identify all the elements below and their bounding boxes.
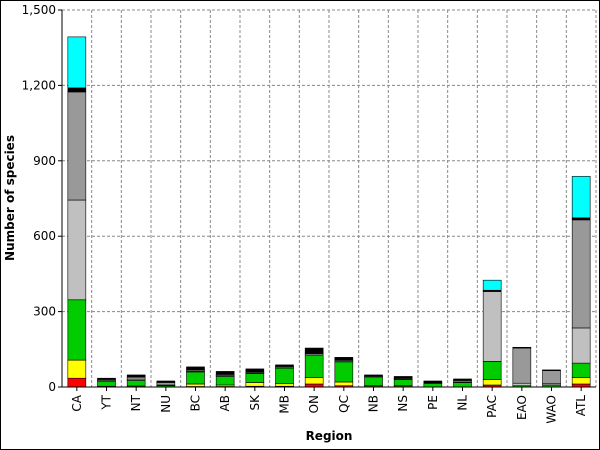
x-tick-label: NT [129,394,143,411]
bar-segment [512,382,532,387]
bar-segment [304,347,324,354]
bar-segment [364,376,383,387]
bar-segment [571,377,591,385]
x-tick-label: NL [456,395,470,411]
bar-segment [67,36,87,89]
y-tick-label: 600 [33,229,56,243]
bar-segment [245,373,265,383]
bar-segment [67,199,87,301]
bar-segment [423,383,443,388]
bar-segment [67,91,87,201]
bar-segment [186,371,205,385]
bar-segment [482,379,502,386]
bar-segment [275,364,294,367]
bar-segment [482,361,502,380]
x-tick-label: PE [426,395,440,410]
bar-segment [186,383,205,387]
bar-segment [512,347,532,384]
bar-segment [393,379,413,387]
x-tick-label: WAO [545,395,559,424]
bar-segment [571,176,591,219]
bar-segment [67,359,87,379]
y-tick-label: 1,200 [22,78,56,92]
bar-segment [126,374,146,378]
bar-segment [67,87,87,93]
bar-segment [571,217,591,221]
bar-segment [334,381,354,387]
bar-segment [364,374,383,377]
bar-segment [571,362,591,379]
bar-segment [512,346,532,349]
x-tick-label: AB [218,395,232,411]
bar-segment [215,371,235,375]
x-tick-label: QC [337,395,351,413]
x-tick-label: EAO [515,395,529,420]
bar-segment [275,383,294,387]
bar-segment [334,357,354,361]
y-tick-label: 1,500 [22,3,56,17]
bar-segment [542,370,561,385]
bar-segment [156,380,176,383]
x-tick-label: CA [70,394,84,411]
bar-segment [571,327,591,364]
bar-segment [453,382,472,388]
bar-segment [423,380,443,384]
x-tick-label: ON [307,395,321,413]
bar-segment [67,377,87,388]
bar-segment [275,367,294,385]
x-tick-label: NS [396,395,410,412]
bar-segment [482,279,502,291]
bar-segment [97,377,116,380]
x-tick-label: NU [159,395,173,413]
y-tick-label: 300 [33,305,56,319]
x-tick-label: NB [367,395,381,412]
x-tick-label: PAC [485,395,499,418]
bar-segment [215,376,235,386]
bar-segment [571,219,591,329]
bar-segment [126,376,146,380]
bar-segment [186,366,205,371]
bar-segment [245,368,265,373]
bar-segment [304,354,324,379]
bar-segment [97,380,116,387]
bar-segment [67,299,87,361]
x-axis-label: Region [306,429,353,443]
y-axis-label: Number of species [3,135,17,261]
bar-segment [334,361,354,383]
x-tick-label: ATL [574,395,588,417]
bar-segment [482,291,502,362]
bar-segment [126,380,146,387]
bar-segment [156,382,176,386]
x-tick-label: MB [278,395,292,414]
x-tick-label: SK [248,394,262,411]
bar-segment [393,376,413,379]
bar-segment [304,377,324,385]
bar-segment [542,369,561,371]
x-tick-label: BC [189,395,203,411]
y-tick-label: 900 [33,154,56,168]
x-tick-label: YT [100,394,114,410]
bar-segment [453,378,472,381]
bar-segment [245,382,265,387]
y-tick-label: 0 [48,380,56,394]
